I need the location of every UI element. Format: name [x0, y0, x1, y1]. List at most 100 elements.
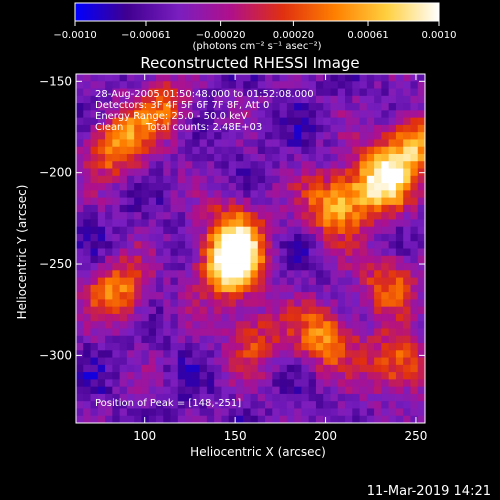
image-cell	[272, 357, 280, 366]
image-cell	[155, 277, 164, 286]
image-cell	[352, 81, 360, 89]
image-cell	[83, 132, 91, 140]
image-cell	[206, 226, 215, 235]
image-cell	[265, 357, 273, 366]
image-cell	[410, 408, 419, 417]
image-cell	[294, 132, 302, 140]
image-cell	[126, 168, 135, 177]
image-cell	[388, 241, 397, 249]
image-cell	[294, 74, 302, 82]
image-cell	[381, 350, 390, 358]
image-cell	[294, 248, 302, 257]
image-cell	[170, 364, 179, 373]
image-cell	[294, 226, 302, 235]
image-cell	[323, 124, 331, 133]
image-cell	[315, 153, 324, 162]
image-cell	[214, 292, 222, 300]
image-cell	[286, 190, 295, 198]
image-cell	[388, 401, 397, 409]
image-cell	[228, 110, 237, 119]
image-cell	[308, 103, 317, 111]
image-cell	[192, 161, 200, 169]
image-cell	[228, 313, 237, 322]
image-cell	[352, 321, 360, 329]
image-cell	[330, 132, 339, 140]
colorbar-tick-label: −0.0010	[53, 30, 96, 41]
image-cell	[250, 197, 259, 206]
image-cell	[192, 386, 200, 395]
image-cell	[286, 95, 295, 104]
image-cell	[206, 168, 215, 177]
image-cell	[90, 313, 99, 322]
image-cell	[337, 408, 346, 417]
image-cell	[315, 139, 324, 148]
image-cell	[199, 146, 208, 155]
image-cell	[105, 306, 113, 315]
image-cell	[417, 197, 426, 206]
image-cell	[119, 292, 128, 300]
image-cell	[250, 81, 259, 89]
image-cell	[214, 219, 222, 228]
image-cell	[177, 270, 186, 278]
image-cell	[90, 204, 99, 213]
image-cell	[417, 364, 426, 373]
image-cell	[272, 212, 280, 220]
image-cell	[235, 292, 244, 300]
image-cell	[366, 408, 375, 417]
image-cell	[330, 321, 339, 329]
image-cell	[388, 343, 397, 351]
image-cell	[214, 110, 222, 119]
image-cell	[257, 372, 266, 380]
image-cell	[76, 139, 84, 148]
image-cell	[250, 263, 259, 271]
image-cell	[265, 175, 273, 184]
image-cell	[141, 95, 150, 104]
image-cell	[257, 401, 266, 409]
image-cell	[301, 393, 310, 402]
image-cell	[265, 292, 273, 300]
image-cell	[395, 103, 404, 111]
image-cell	[279, 415, 288, 424]
image-cell	[352, 132, 360, 140]
image-cell	[163, 219, 171, 228]
image-cell	[134, 212, 142, 220]
image-cell	[366, 350, 375, 358]
image-cell	[185, 379, 193, 388]
image-cell	[76, 415, 84, 424]
image-cell	[105, 408, 113, 417]
image-cell	[403, 183, 411, 191]
image-cell	[272, 284, 280, 293]
image-cell	[417, 132, 426, 140]
image-cell	[228, 197, 237, 206]
image-cell	[206, 248, 215, 257]
image-cell	[403, 88, 411, 97]
image-cell	[286, 212, 295, 220]
image-cell	[206, 357, 215, 366]
image-cell	[330, 277, 339, 286]
image-cell	[228, 190, 237, 198]
image-cell	[323, 146, 331, 155]
image-cell	[83, 277, 91, 286]
image-cell	[403, 292, 411, 300]
image-cell	[192, 263, 200, 271]
image-cell	[403, 277, 411, 286]
image-cell	[323, 270, 331, 278]
image-cell	[352, 328, 360, 337]
image-cell	[243, 132, 251, 140]
image-cell	[286, 292, 295, 300]
image-cell	[119, 241, 128, 249]
image-cell	[265, 372, 273, 380]
image-cell	[76, 350, 84, 358]
image-cell	[330, 219, 339, 228]
image-cell	[163, 321, 171, 329]
image-cell	[315, 270, 324, 278]
image-cell	[243, 88, 251, 97]
image-cell	[381, 212, 390, 220]
image-cell	[90, 88, 99, 97]
image-cell	[330, 241, 339, 249]
image-cell	[265, 139, 273, 148]
image-cell	[76, 292, 84, 300]
image-cell	[221, 183, 230, 191]
image-cell	[323, 183, 331, 191]
image-cell	[126, 197, 135, 206]
